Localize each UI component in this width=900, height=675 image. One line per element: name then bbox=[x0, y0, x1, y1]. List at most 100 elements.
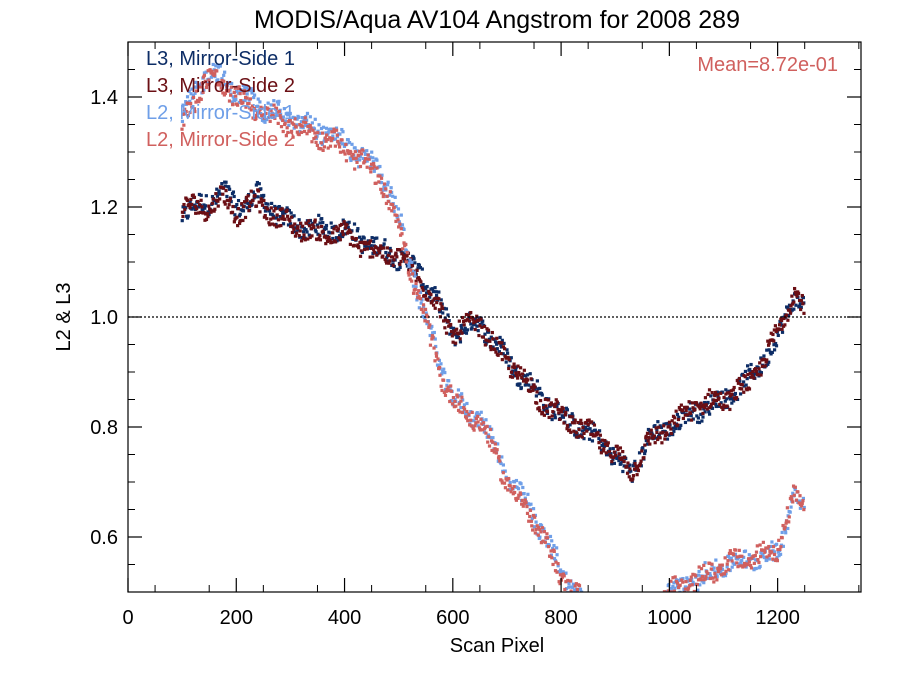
data-point bbox=[358, 240, 362, 245]
data-point bbox=[233, 213, 237, 217]
data-point bbox=[770, 550, 774, 554]
data-point bbox=[269, 206, 273, 210]
data-point bbox=[456, 395, 460, 399]
data-point bbox=[285, 111, 289, 115]
data-point bbox=[319, 224, 324, 229]
data-point bbox=[308, 235, 312, 240]
data-point bbox=[248, 106, 252, 110]
data-point bbox=[340, 230, 345, 234]
data-point bbox=[625, 625, 628, 628]
data-point bbox=[628, 609, 631, 612]
data-point bbox=[469, 322, 473, 326]
data-point bbox=[380, 173, 384, 177]
data-point bbox=[315, 237, 319, 242]
data-point bbox=[662, 594, 665, 597]
data-point bbox=[537, 406, 541, 410]
data-point bbox=[198, 203, 202, 207]
data-point bbox=[222, 79, 226, 83]
data-point bbox=[556, 564, 560, 568]
data-point bbox=[196, 211, 201, 215]
data-point bbox=[605, 608, 608, 611]
data-point bbox=[602, 447, 606, 451]
data-point bbox=[735, 396, 739, 400]
data-point bbox=[801, 296, 805, 300]
data-point bbox=[592, 612, 595, 615]
data-point bbox=[788, 510, 792, 514]
data-point bbox=[781, 544, 785, 548]
data-point bbox=[798, 302, 802, 306]
data-point bbox=[200, 205, 204, 209]
data-point bbox=[444, 307, 449, 311]
data-point bbox=[385, 194, 389, 198]
data-point bbox=[363, 152, 368, 156]
data-point bbox=[747, 560, 751, 564]
data-point bbox=[231, 204, 235, 209]
data-point bbox=[708, 412, 712, 416]
data-point bbox=[684, 585, 688, 589]
data-point bbox=[522, 501, 527, 505]
data-point bbox=[454, 333, 458, 337]
data-point bbox=[564, 587, 569, 591]
data-point bbox=[252, 95, 256, 100]
data-point bbox=[193, 204, 197, 209]
data-point bbox=[367, 157, 371, 161]
data-point bbox=[385, 256, 389, 260]
data-point bbox=[227, 199, 232, 203]
data-point bbox=[689, 414, 693, 418]
data-point bbox=[586, 427, 590, 431]
data-point bbox=[628, 467, 632, 471]
data-point bbox=[632, 627, 635, 630]
data-point bbox=[749, 375, 754, 379]
data-point bbox=[375, 236, 379, 240]
data-point bbox=[699, 578, 703, 582]
data-point bbox=[654, 599, 657, 602]
data-point bbox=[572, 429, 576, 433]
data-point bbox=[300, 116, 305, 120]
data-point bbox=[643, 616, 646, 619]
data-point bbox=[715, 390, 719, 394]
data-point bbox=[723, 574, 728, 578]
data-point bbox=[308, 115, 312, 119]
data-point bbox=[501, 352, 505, 356]
data-point bbox=[203, 204, 208, 208]
data-point bbox=[453, 397, 457, 402]
data-point bbox=[271, 216, 275, 220]
data-point bbox=[322, 227, 326, 231]
data-point bbox=[709, 394, 713, 398]
data-point bbox=[508, 484, 512, 488]
data-point bbox=[790, 308, 794, 312]
data-point bbox=[772, 552, 777, 557]
data-point bbox=[633, 462, 637, 466]
data-point bbox=[277, 109, 281, 114]
data-point bbox=[366, 245, 370, 249]
data-point bbox=[332, 129, 336, 134]
data-point bbox=[195, 85, 199, 89]
data-point bbox=[600, 624, 603, 627]
data-point bbox=[628, 608, 631, 611]
data-point bbox=[481, 419, 485, 423]
data-point bbox=[696, 573, 701, 577]
data-point bbox=[780, 330, 785, 334]
data-point bbox=[382, 192, 386, 197]
data-point bbox=[686, 413, 690, 417]
data-point bbox=[376, 174, 380, 178]
data-point bbox=[334, 236, 339, 240]
data-point bbox=[216, 78, 220, 82]
data-point bbox=[440, 306, 445, 310]
data-point bbox=[703, 406, 707, 410]
data-point bbox=[316, 131, 320, 135]
data-point bbox=[450, 334, 454, 338]
data-point bbox=[419, 280, 423, 284]
data-point bbox=[740, 387, 744, 391]
data-point bbox=[527, 383, 531, 387]
data-point bbox=[279, 223, 283, 228]
data-point bbox=[555, 400, 559, 404]
data-point bbox=[693, 408, 697, 412]
data-point bbox=[281, 118, 285, 123]
data-point bbox=[718, 402, 722, 407]
data-point bbox=[619, 609, 622, 612]
data-point bbox=[597, 437, 601, 441]
data-point bbox=[661, 596, 664, 599]
data-point bbox=[231, 95, 235, 99]
